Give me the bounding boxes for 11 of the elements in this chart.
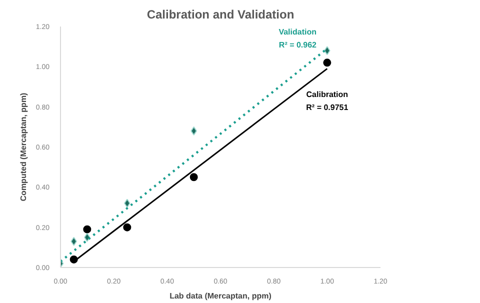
annotation: R² = 0.9751 [306, 102, 349, 112]
text: Calibration [306, 90, 348, 99]
chart-title: Calibration and Validation [146, 8, 294, 22]
point [83, 225, 92, 234]
x-axis-title: Lab data (Mercaptan, ppm) [170, 292, 272, 300]
annotation: R² = 0.962 [278, 40, 318, 50]
series-label: Validation [278, 28, 317, 37]
point [123, 223, 132, 232]
y-axis-title: Computed (Mercaptan, ppm) [18, 92, 28, 202]
point [190, 173, 198, 182]
point [323, 58, 332, 67]
